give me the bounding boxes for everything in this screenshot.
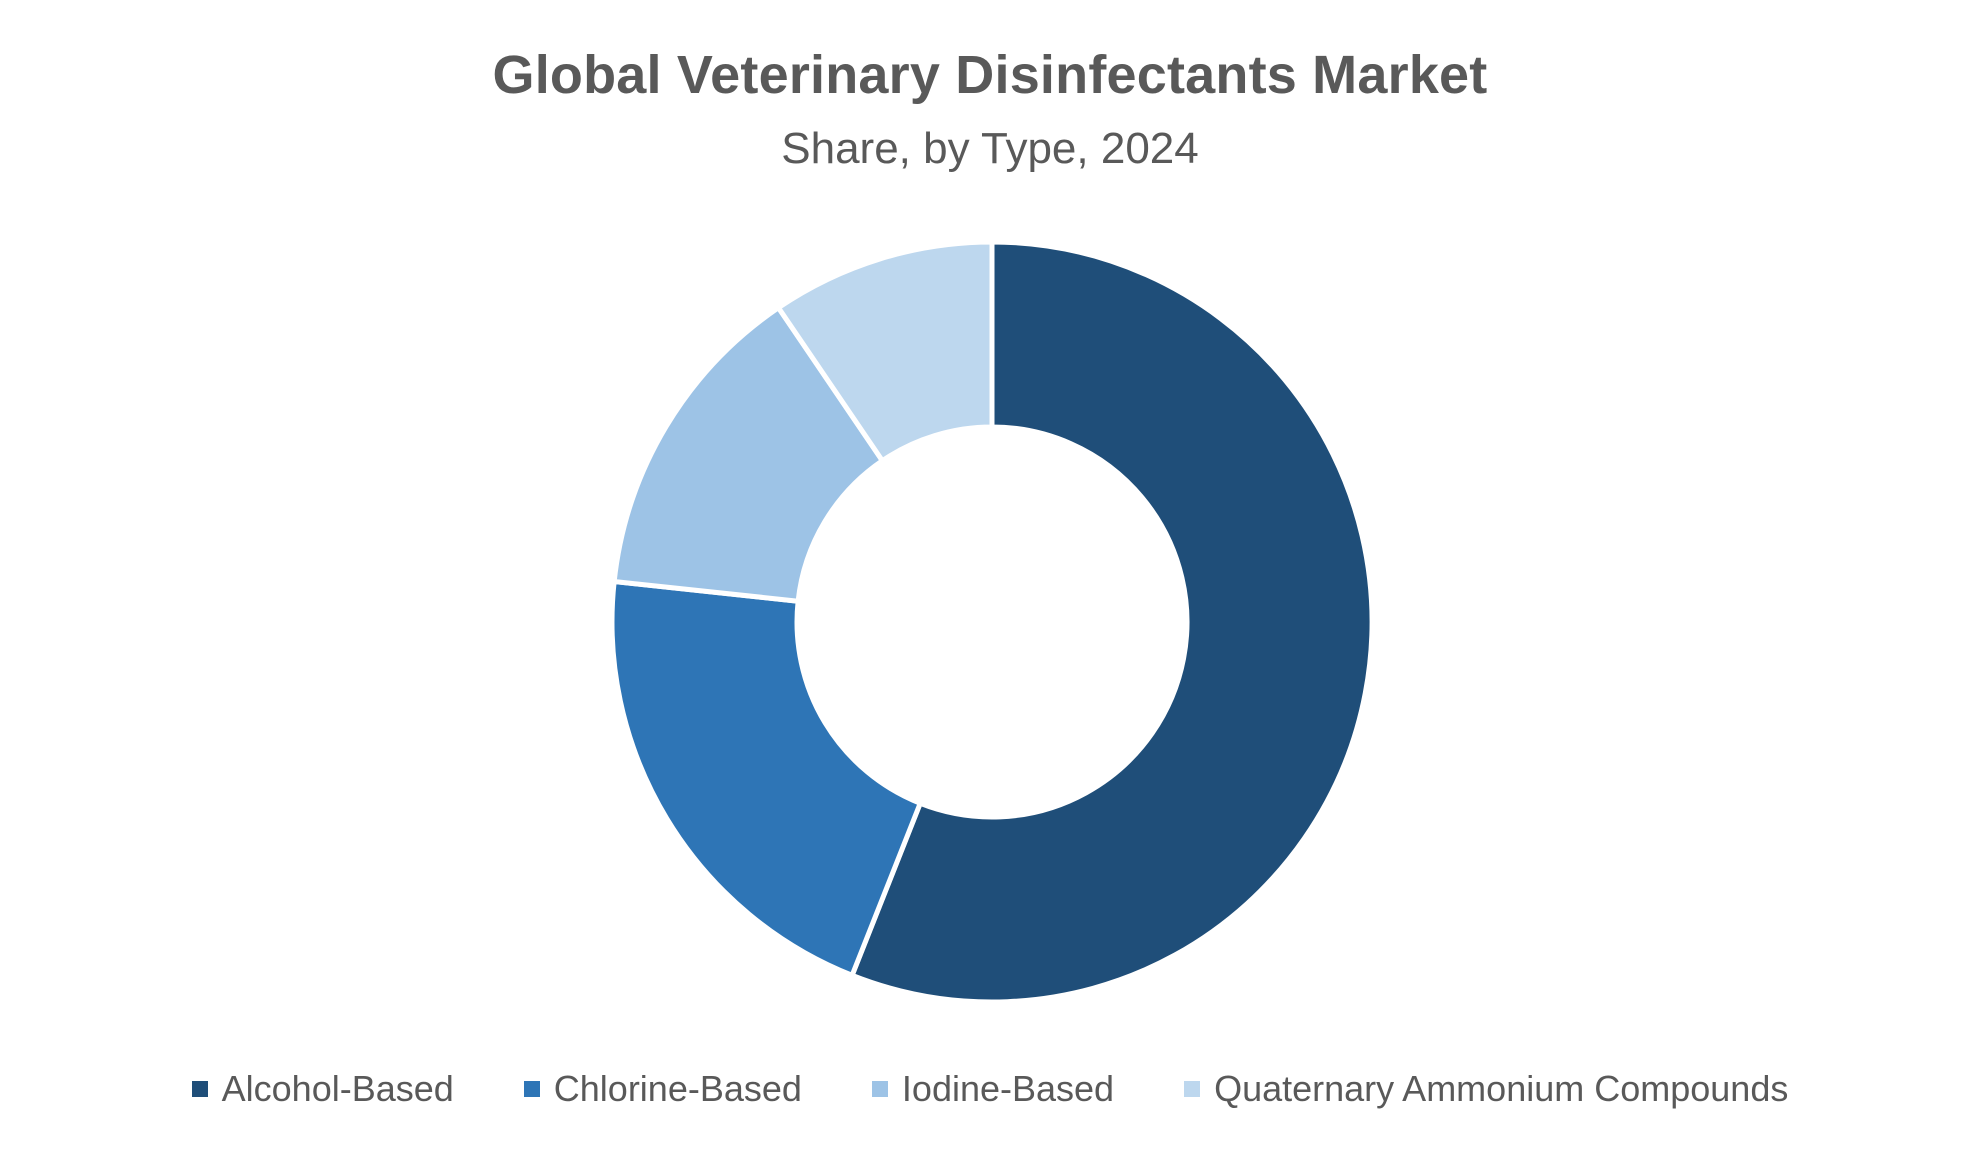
legend-item-alcohol-based: Alcohol-Based bbox=[191, 1068, 454, 1110]
donut-slice-quaternary-ammonium-compounds bbox=[774, 239, 995, 465]
legend-swatch-chlorine-based bbox=[523, 1081, 540, 1097]
donut-slices bbox=[609, 239, 1375, 1005]
chart-subtitle: Share, by Type, 2024 bbox=[781, 124, 1199, 173]
chart-legend: Alcohol-Based Chlorine-Based Iodine-Base… bbox=[0, 1068, 1980, 1110]
legend-swatch-iodine-based bbox=[871, 1081, 888, 1097]
donut-slice-iodine-based bbox=[611, 304, 886, 604]
donut-slice-chlorine-based bbox=[609, 578, 924, 979]
legend-swatch-quaternary-ammonium-compounds bbox=[1184, 1081, 1201, 1097]
legend-label-quaternary-ammonium-compounds: Quaternary Ammonium Compounds bbox=[1214, 1068, 1789, 1109]
legend-label-alcohol-based: Alcohol-Based bbox=[221, 1068, 454, 1109]
legend-item-quaternary-ammonium-compounds: Quaternary Ammonium Compounds bbox=[1184, 1068, 1788, 1110]
donut-slice-alcohol-based bbox=[848, 239, 1375, 1005]
legend-swatch-alcohol-based bbox=[191, 1081, 208, 1097]
legend-item-chlorine-based: Chlorine-Based bbox=[523, 1068, 802, 1110]
legend-item-iodine-based: Iodine-Based bbox=[871, 1068, 1115, 1110]
legend-label-chlorine-based: Chlorine-Based bbox=[553, 1068, 802, 1109]
chart-title: Global Veterinary Disinfectants Market bbox=[492, 45, 1488, 105]
legend-label-iodine-based: Iodine-Based bbox=[901, 1068, 1115, 1109]
